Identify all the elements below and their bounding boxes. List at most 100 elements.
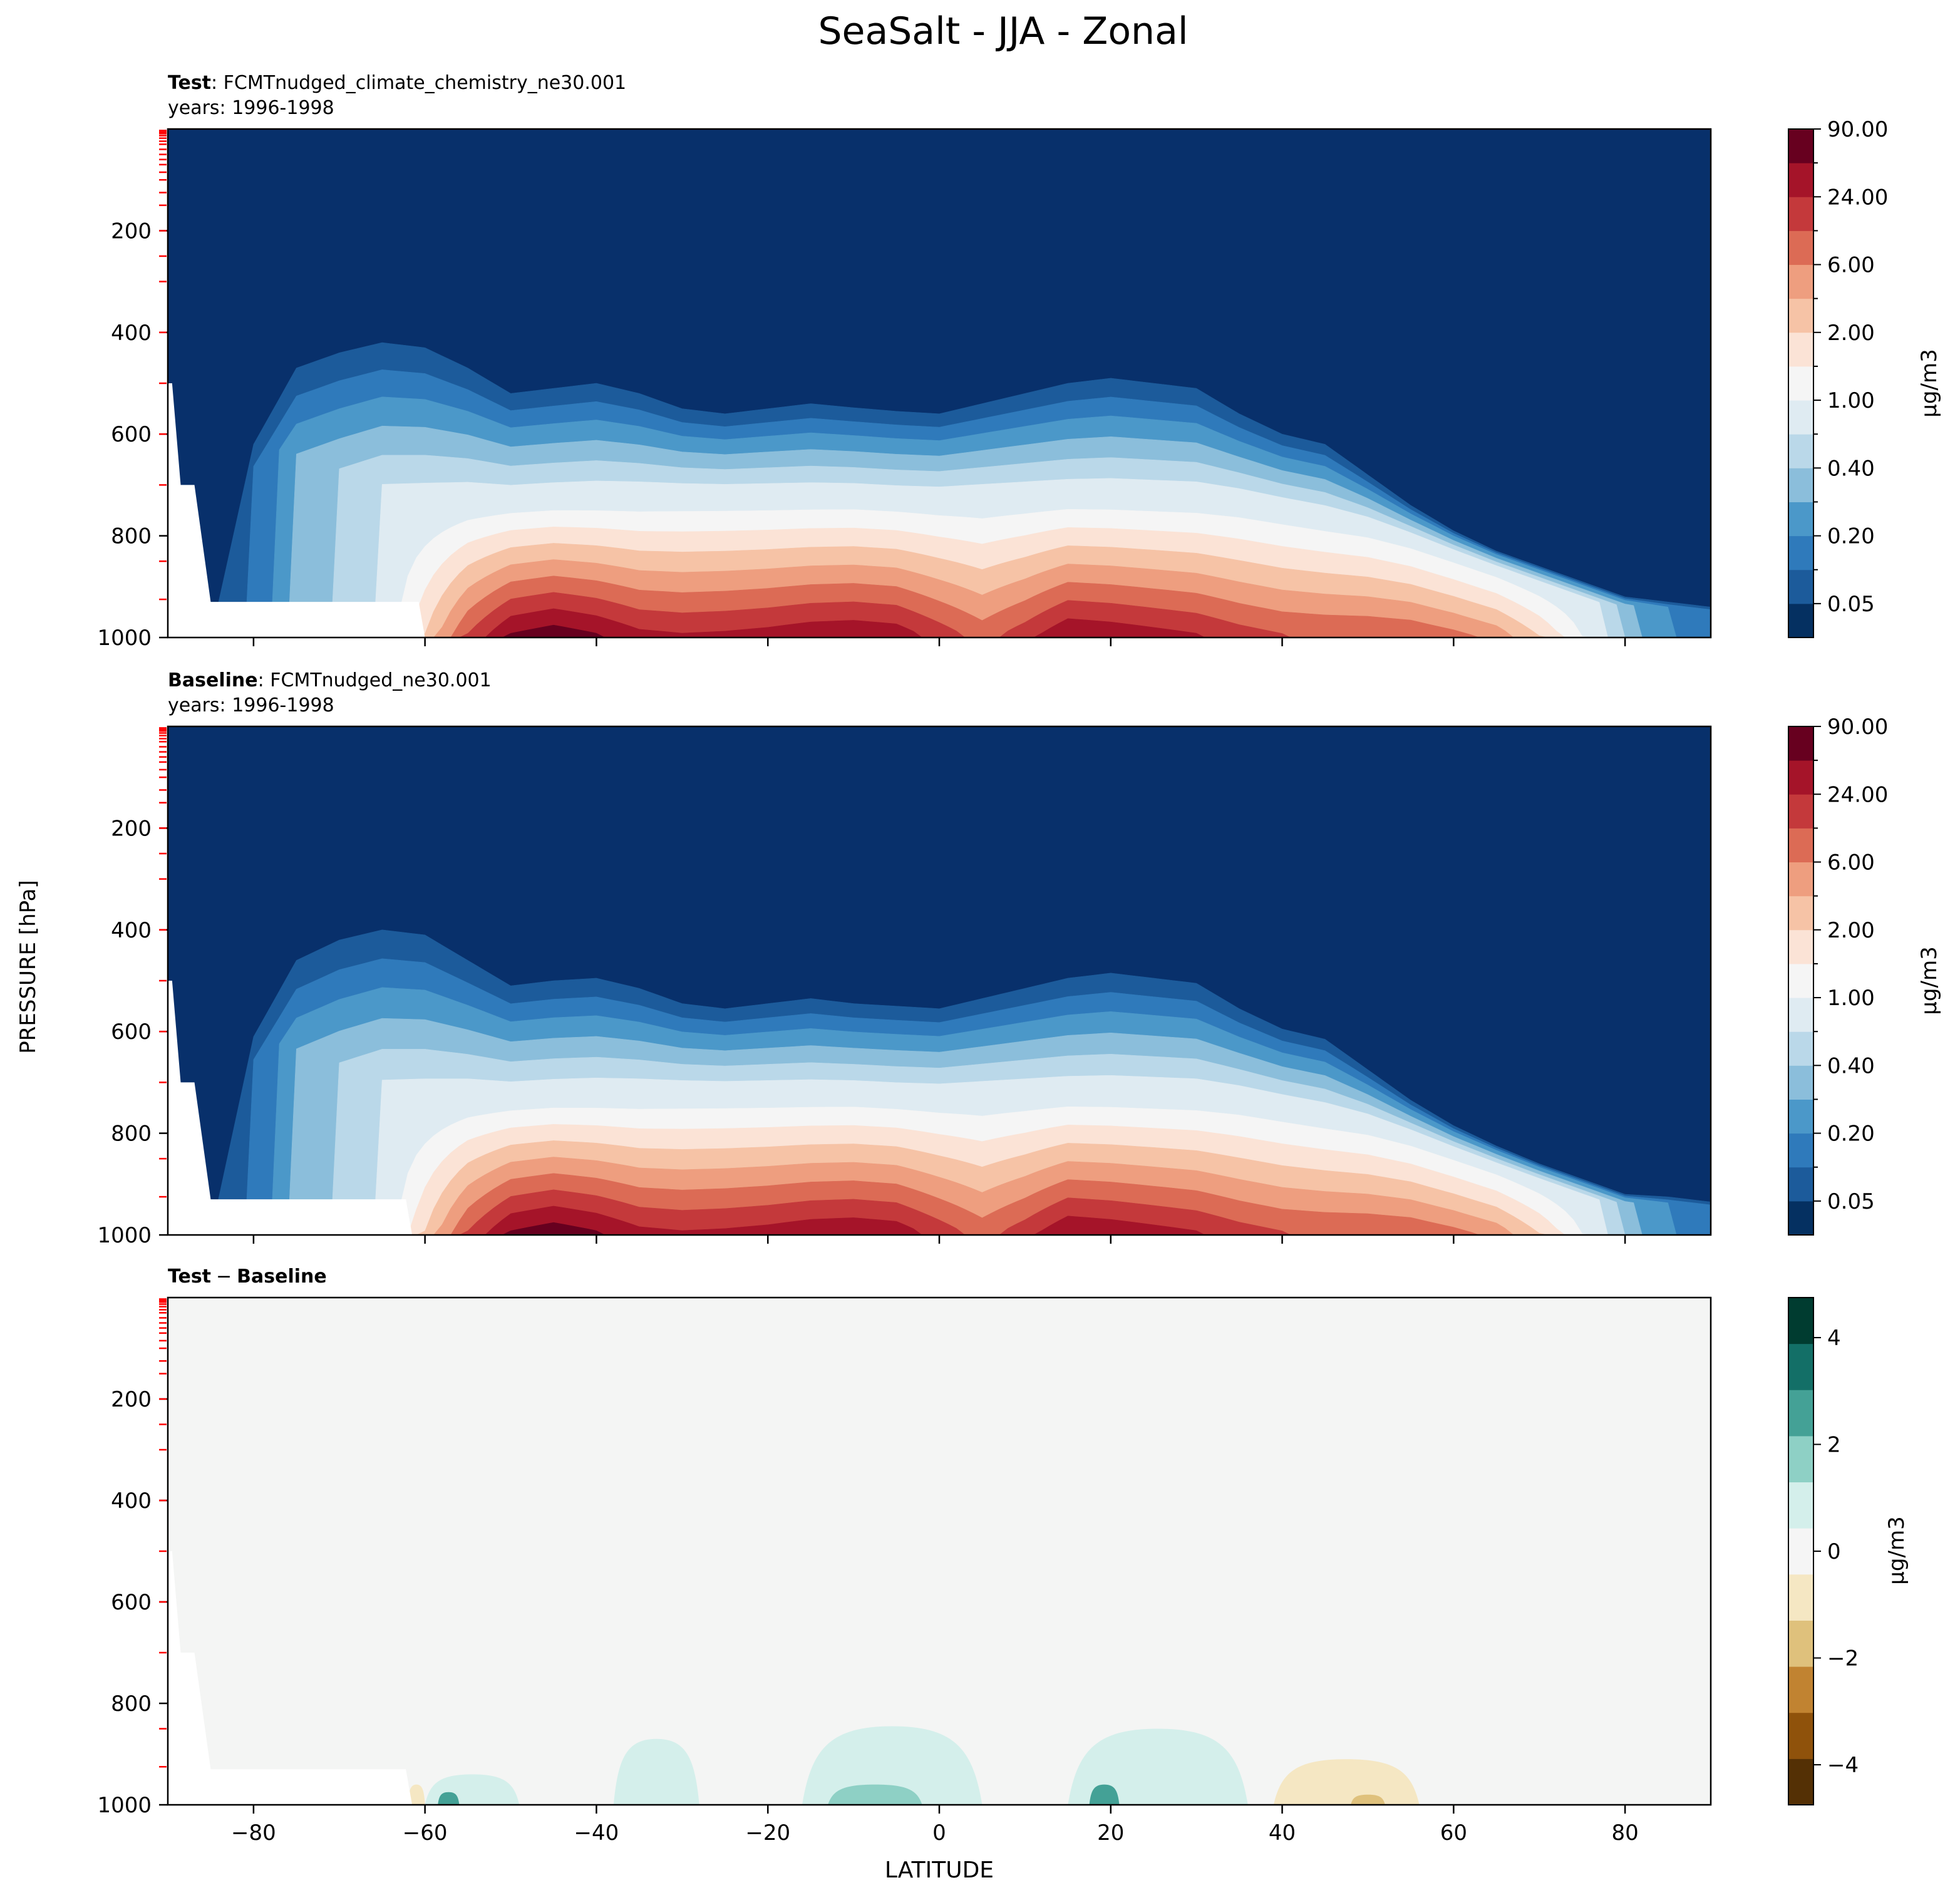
- x-tick-label: −60: [403, 1820, 448, 1846]
- colorbar-segment: [1788, 1482, 1813, 1529]
- colorbar-tick-label: 24.00: [1827, 185, 1888, 210]
- y-tick-label: 200: [111, 219, 152, 244]
- positive-anomaly-band: [1068, 1728, 1248, 1805]
- colorbar-segment: [1788, 1574, 1813, 1621]
- axes: −80 −60 −40 −20 0 20 40 60 80 200 400 600 800 1000: [97, 1298, 1639, 1846]
- panel-title-rest: : FCMTnudged_climate_chemistry_ne30.001: [211, 72, 626, 94]
- colorbar-segment: [1788, 332, 1813, 367]
- positive-anomaly-band: [438, 1792, 460, 1805]
- y-axis-label: PRESSURE [hPa]: [16, 880, 41, 1053]
- panel-test: Test: FCMTnudged_climate_chemistry_ne30.…: [97, 72, 1942, 651]
- colorbar-label: μg/m3: [1884, 1516, 1909, 1584]
- colorbar-segment: [1788, 998, 1813, 1032]
- panel-difference: Test − Baseline −80 −60 −40 −20 0 20 40 60 8020040…: [97, 1266, 1909, 1846]
- panel-baseline: Baseline: FCMTnudged_ne30.001 years: 199…: [97, 669, 1942, 1248]
- colorbar-segment: [1788, 129, 1813, 163]
- y-tick-label: 400: [111, 321, 152, 346]
- colorbar-segment: [1788, 1099, 1813, 1134]
- x-tick-label: 60: [1440, 1820, 1467, 1846]
- axes: 200 400 600 800 1000: [97, 727, 1626, 1248]
- colorbar-segment: [1788, 1298, 1813, 1345]
- colorbar-segment: [1788, 569, 1813, 604]
- colorbar-tick-label: 2.00: [1827, 321, 1875, 346]
- colorbar-segment: [1788, 468, 1813, 502]
- colorbar-segment: [1788, 1167, 1813, 1202]
- positive-anomaly-band: [828, 1784, 922, 1805]
- x-tick-label: 20: [1097, 1820, 1124, 1846]
- positive-anomaly-band: [1089, 1784, 1120, 1805]
- colorbar-segment: [1788, 1435, 1813, 1483]
- colorbar-tick-label: 24.00: [1827, 782, 1888, 807]
- colorbar-segment: [1788, 760, 1813, 795]
- x-tick-label: −20: [745, 1820, 790, 1846]
- y-tick-label: 600: [111, 1590, 152, 1615]
- colorbar-tick-label: 90.00: [1827, 715, 1888, 740]
- colorbar-tick-label: 0: [1827, 1539, 1841, 1564]
- colorbar-segment: [1788, 929, 1813, 964]
- colorbar-tick-label: 1.00: [1827, 388, 1875, 413]
- y-tick-label: 1000: [97, 626, 152, 651]
- colorbar-segment: [1788, 264, 1813, 299]
- panel-title: Baseline: FCMTnudged_ne30.001: [168, 669, 492, 691]
- y-tick-label: 800: [111, 524, 152, 549]
- colorbar-tick-label: 6.00: [1827, 850, 1875, 875]
- colorbar-segment: [1788, 1666, 1813, 1713]
- positive-anomaly-band: [613, 1738, 699, 1805]
- colorbar-segment: [1788, 1390, 1813, 1437]
- negative-anomaly-band: [408, 1784, 425, 1805]
- contour-plot: [168, 1298, 1711, 1805]
- colorbar-label: μg/m3: [1917, 946, 1942, 1015]
- panel-subtitle: years: 1996-1998: [168, 97, 334, 119]
- colorbar-segment: [1788, 963, 1813, 998]
- colorbar-segment: [1788, 230, 1813, 266]
- colorbar: −4 −2 0 2 4: [1788, 1297, 1859, 1805]
- colorbar-tick-label: 90.00: [1827, 117, 1888, 142]
- colorbar-segment: [1788, 434, 1813, 468]
- colorbar-segment: [1788, 400, 1813, 435]
- y-tick-label: 800: [111, 1122, 152, 1147]
- y-tick-label: 200: [111, 1387, 152, 1412]
- colorbar-label: μg/m3: [1917, 349, 1942, 417]
- colorbar-segment: [1788, 726, 1813, 761]
- colorbar-segment: [1788, 862, 1813, 897]
- colorbar-segment: [1788, 1031, 1813, 1066]
- x-tick-label: −40: [574, 1820, 619, 1846]
- y-tick-label: 200: [111, 816, 152, 841]
- colorbar-segment: [1788, 1343, 1813, 1390]
- colorbar-segment: [1788, 163, 1813, 197]
- y-tick-label: 1000: [97, 1793, 152, 1818]
- colorbar-tick-label: 0.20: [1827, 1122, 1875, 1147]
- colorbar-segment: [1788, 1528, 1813, 1575]
- x-axis-label: LATITUDE: [885, 1857, 994, 1883]
- colorbar-segment: [1788, 896, 1813, 931]
- panel-title-rest: : FCMTnudged_ne30.001: [258, 669, 492, 691]
- panel-title: Test: FCMTnudged_climate_chemistry_ne30.…: [168, 72, 626, 94]
- colorbar-tick-label: 2: [1827, 1432, 1841, 1457]
- colorbar-tick-label: 1.00: [1827, 986, 1875, 1011]
- x-tick-label: 0: [932, 1820, 946, 1846]
- contour-plot: [168, 726, 1711, 1235]
- y-tick-label: 600: [111, 422, 152, 447]
- colorbar-segment: [1788, 603, 1813, 638]
- figure-title: SeaSalt - JJA - Zonal: [818, 9, 1188, 53]
- colorbar-segment: [1788, 535, 1813, 571]
- y-tick-label: 400: [111, 918, 152, 943]
- colorbar-tick-label: 0.05: [1827, 592, 1875, 617]
- colorbar-tick-label: 0.20: [1827, 524, 1875, 549]
- panel-title-bold2: Baseline: [237, 1266, 327, 1288]
- colorbar-segment: [1788, 1712, 1813, 1759]
- colorbar-tick-label: 6.00: [1827, 253, 1875, 278]
- negative-anomaly-band: [1351, 1794, 1385, 1805]
- contour-band: [168, 1222, 1711, 1235]
- positive-anomaly-band: [802, 1726, 983, 1805]
- colorbar-segment: [1788, 1758, 1813, 1805]
- colorbar-segment: [1788, 828, 1813, 863]
- panel-title-bold: Baseline: [168, 669, 258, 691]
- colorbar-tick-label: 2.00: [1827, 918, 1875, 943]
- missing-data-region: [168, 383, 425, 638]
- colorbar-segment: [1788, 1620, 1813, 1667]
- colorbar-tick-label: 4: [1827, 1326, 1841, 1351]
- colorbar-segment: [1788, 366, 1813, 401]
- colorbar-tick-label: 0.40: [1827, 456, 1875, 481]
